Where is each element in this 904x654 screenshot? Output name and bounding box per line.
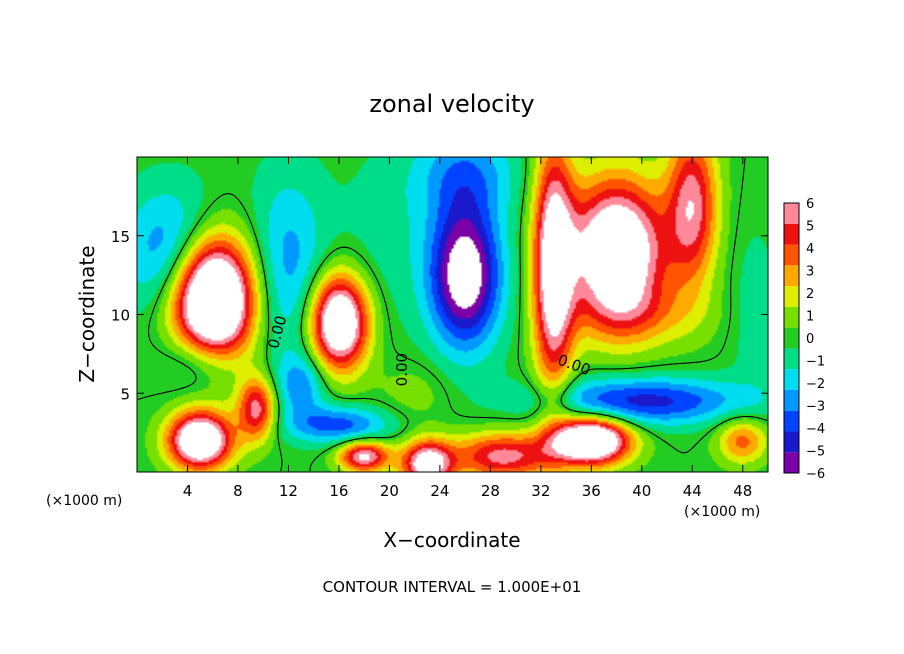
y-axis-label: Z−coordinate: [75, 245, 99, 382]
x-axis-unit-right: (×1000 m): [684, 504, 760, 520]
y-tick-label: 10: [111, 307, 130, 325]
y-axis: 5 10 15: [111, 228, 768, 403]
colorbar-label: 6: [806, 197, 814, 212]
colorbar: −6 −5 −4 −3 −2 −1 0 1 2 3 4 5 6: [783, 197, 825, 482]
colorbar-label: 2: [806, 287, 814, 302]
colorbar-swatch: [784, 203, 799, 224]
colorbar-swatch: [784, 431, 799, 453]
colorbar-label: 1: [806, 310, 814, 325]
colorbar-label: −5: [806, 445, 825, 460]
colorbar-label: −4: [806, 422, 825, 437]
plot-area: 0.000.00 0.00: [136, 156, 769, 473]
colorbar-label: −2: [806, 377, 825, 392]
colorbar-swatch: [784, 348, 799, 370]
x-tick-label: 12: [279, 482, 298, 500]
colorbar-swatch: [784, 327, 799, 349]
y-tick-label: 15: [111, 228, 130, 246]
x-tick-label: 40: [632, 482, 651, 500]
colorbar-swatch: [784, 389, 799, 411]
colorbar-label: 4: [806, 242, 814, 257]
x-tick-label: 28: [481, 482, 500, 500]
colorbar-swatch: [784, 452, 799, 473]
contour-label: 0.00: [393, 353, 411, 386]
x-tick-label: 36: [582, 482, 601, 500]
colorbar-swatch: [784, 265, 799, 287]
colorbar-label: −3: [806, 400, 825, 415]
x-tick-label: 4: [183, 482, 193, 500]
y-tick-label: 5: [120, 385, 130, 403]
colorbar-swatch: [784, 286, 799, 307]
x-tick-label: 24: [430, 482, 449, 500]
x-tick-label: 48: [733, 482, 752, 500]
colorbar-swatch: [784, 410, 799, 432]
x-axis-unit-left: (×1000 m): [46, 493, 122, 509]
colorbar-label: 5: [806, 220, 814, 235]
x-tick-label: 44: [683, 482, 702, 500]
colorbar-swatch: [784, 223, 799, 245]
colorbar-frame: [783, 202, 800, 474]
colorbar-label: 3: [806, 265, 814, 280]
colorbar-swatch: [784, 306, 799, 328]
zero-contour-line: [137, 157, 768, 472]
x-axis: 4 8 12 16 20 24 28 32 36 40 44 48: [183, 157, 752, 500]
colorbar-swatch: [784, 244, 799, 266]
x-tick-label: 32: [531, 482, 550, 500]
x-tick-label: 8: [233, 482, 243, 500]
contour-lines: [137, 157, 768, 472]
x-tick-label: 16: [329, 482, 348, 500]
x-tick-label: 20: [380, 482, 399, 500]
chart-title: zonal velocity: [369, 90, 534, 118]
contour-interval-footer: CONTOUR INTERVAL = 1.000E+01: [323, 578, 582, 596]
heatmap-field: [137, 157, 768, 472]
colorbar-label: −6: [806, 467, 825, 482]
colorbar-swatch: [784, 369, 799, 390]
x-axis-label: X−coordinate: [383, 528, 520, 552]
colorbar-label: 0: [806, 332, 814, 347]
colorbar-label: −1: [806, 355, 825, 370]
